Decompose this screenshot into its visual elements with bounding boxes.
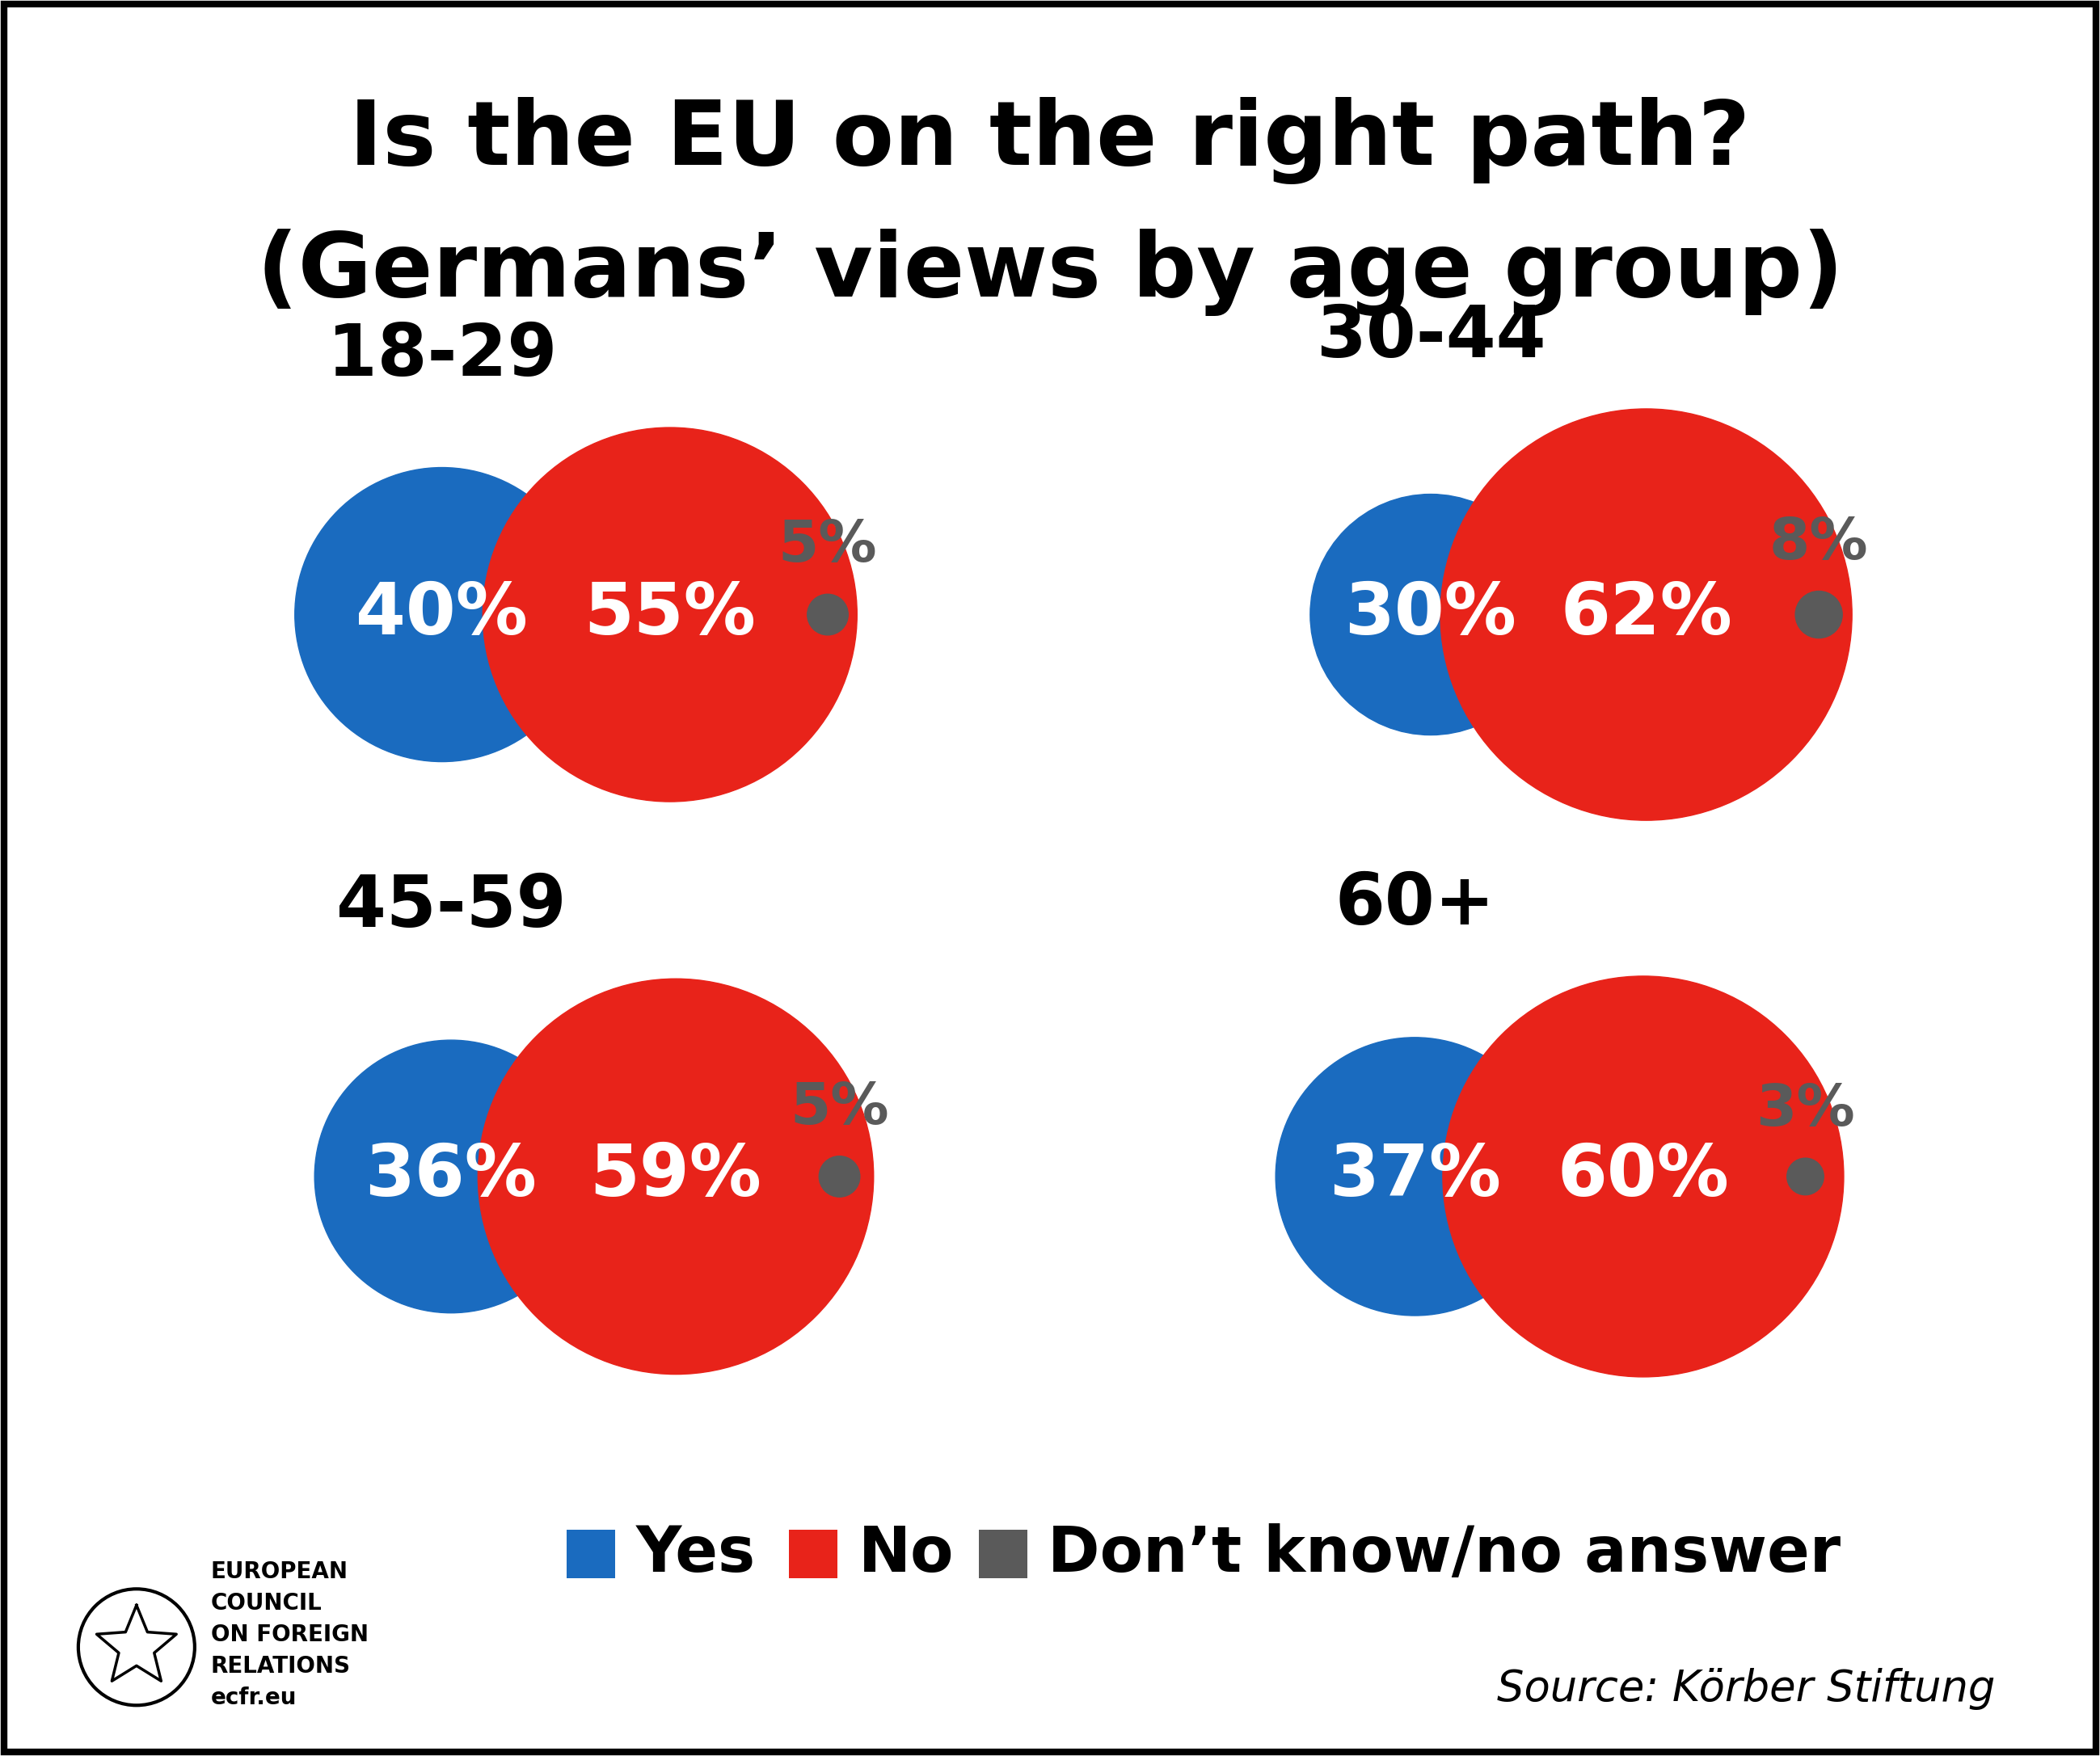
Text: Don’t know/no answer: Don’t know/no answer: [1048, 1524, 1842, 1584]
Text: Is the EU on the right path?: Is the EU on the right path?: [349, 97, 1751, 184]
Circle shape: [315, 1040, 588, 1313]
Text: 30-44: 30-44: [1315, 302, 1546, 372]
Text: 60+: 60+: [1336, 869, 1495, 939]
Text: (Germans’ views by age group): (Germans’ views by age group): [256, 228, 1844, 316]
Text: 40%: 40%: [355, 579, 527, 650]
Circle shape: [479, 978, 874, 1375]
Text: EUROPEAN
COUNCIL
ON FOREIGN
RELATIONS
ecfr.eu: EUROPEAN COUNCIL ON FOREIGN RELATIONS ec…: [210, 1561, 368, 1709]
Circle shape: [294, 467, 590, 762]
Text: 5%: 5%: [779, 518, 878, 574]
Circle shape: [1787, 1159, 1823, 1194]
Circle shape: [1443, 976, 1844, 1377]
Circle shape: [819, 1155, 859, 1198]
Text: 8%: 8%: [1770, 515, 1869, 571]
Text: Source: Körber Stiftung: Source: Körber Stiftung: [1497, 1668, 1995, 1710]
Text: 30%: 30%: [1344, 579, 1516, 650]
Text: 45-59: 45-59: [336, 873, 567, 943]
Text: 5%: 5%: [790, 1080, 888, 1136]
Circle shape: [806, 594, 848, 636]
Circle shape: [1275, 1038, 1554, 1315]
Text: 60%: 60%: [1558, 1141, 1728, 1212]
Text: 62%: 62%: [1560, 579, 1732, 650]
Text: 37%: 37%: [1329, 1141, 1502, 1212]
FancyBboxPatch shape: [567, 1529, 615, 1579]
Text: 3%: 3%: [1756, 1082, 1854, 1138]
Text: 36%: 36%: [365, 1141, 538, 1212]
Circle shape: [483, 427, 857, 802]
Circle shape: [1796, 592, 1842, 637]
Text: 18-29: 18-29: [328, 321, 556, 392]
Text: Yes: Yes: [636, 1524, 756, 1584]
Text: 59%: 59%: [590, 1141, 762, 1212]
Circle shape: [1310, 493, 1552, 736]
FancyBboxPatch shape: [790, 1529, 838, 1579]
Text: No: No: [859, 1524, 953, 1584]
Text: 55%: 55%: [584, 579, 756, 650]
Circle shape: [1441, 409, 1852, 820]
FancyBboxPatch shape: [979, 1529, 1027, 1579]
